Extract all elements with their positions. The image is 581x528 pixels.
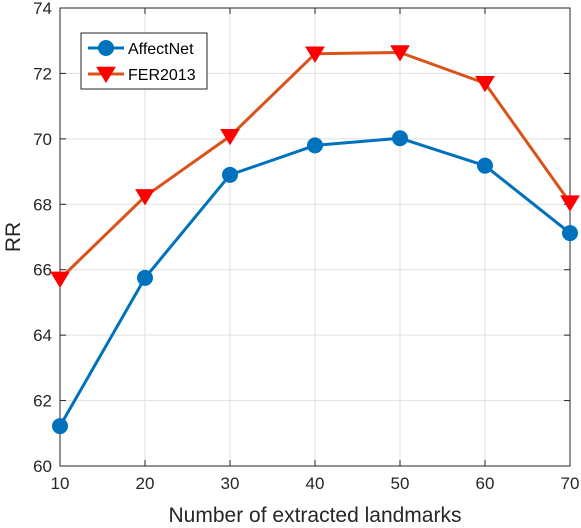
data-point-affectnet [222,166,238,183]
y-tick-label: 62 [33,392,52,411]
x-tick-label: 20 [136,474,155,493]
legend-marker-affectnet [98,40,114,56]
legend: AffectNet FER2013 [80,32,208,90]
y-tick-label: 66 [33,261,52,280]
x-axis-label: Number of extracted landmarks [169,504,462,527]
x-tick-label: 10 [51,474,70,493]
y-tick-label: 68 [33,195,52,214]
data-point-affectnet [307,137,323,154]
legend-label-affectnet: AffectNet [128,41,194,58]
axis-ticks [59,7,571,467]
data-point-affectnet [477,157,493,174]
x-tick-label: 70 [561,474,580,493]
data-point-fer2013 [305,46,325,63]
y-tick-labels: 60 62 64 66 68 70 72 74 [33,0,52,476]
series-layer [50,45,580,435]
data-point-fer2013 [135,189,155,206]
data-point-affectnet [137,269,153,286]
y-tick-label: 70 [33,130,52,149]
legend-label-fer2013: FER2013 [128,67,196,84]
x-tick-label: 40 [306,474,325,493]
y-tick-label: 64 [33,326,52,345]
data-point-fer2013 [475,75,495,93]
legend-marker-symbol [98,40,114,56]
x-tick-label: 60 [476,474,495,493]
series-affectnet [52,130,578,435]
x-tick-labels: 10 20 30 40 50 60 70 [51,474,580,493]
data-point-fer2013 [50,271,70,288]
series-fer2013 [50,45,580,288]
y-tick-label: 74 [33,0,52,18]
x-tick-label: 30 [221,474,240,493]
legend-marker-symbol [96,66,116,84]
legend-marker-fer2013 [96,66,116,84]
data-point-fer2013 [560,195,580,212]
x-tick-label: 50 [391,474,410,493]
y-axis-label: RR [2,222,25,252]
data-point-fer2013 [390,45,410,62]
data-point-affectnet [392,130,408,147]
data-point-affectnet [562,225,578,242]
data-point-fer2013 [220,128,240,146]
data-point-affectnet [52,418,68,435]
y-tick-label: 60 [33,457,52,476]
y-tick-label: 72 [33,64,52,83]
